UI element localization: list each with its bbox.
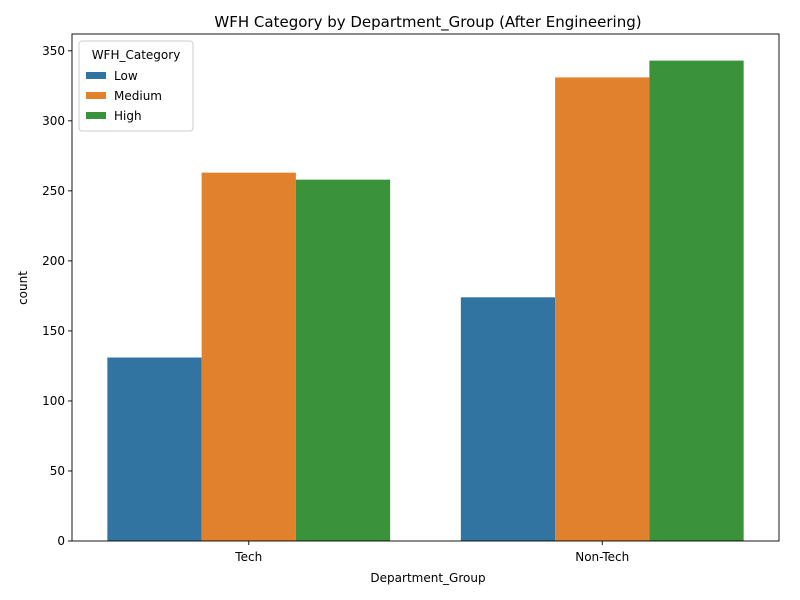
y-axis: 0 50 100 150 200 250 300 350: [42, 44, 72, 548]
y-tick-label: 150: [42, 324, 65, 338]
legend-swatch: [86, 112, 106, 119]
legend-label: High: [114, 109, 142, 123]
x-axis-label: Department_Group: [370, 571, 485, 585]
legend: WFH_Category Low Medium High: [78, 40, 194, 132]
bar-high-tech: [295, 179, 391, 541]
y-tick-label: 200: [42, 254, 65, 268]
y-tick-label: 100: [42, 394, 65, 408]
y-axis-label: count: [16, 271, 30, 305]
bar-medium-non-tech: [555, 77, 650, 542]
x-axis: Tech Non-Tech: [234, 541, 629, 564]
legend-frame: [78, 40, 194, 132]
chart-title: WFH Category by Department_Group (After …: [214, 13, 641, 32]
plot-frame: [71, 33, 780, 542]
y-tick-label: 350: [42, 44, 65, 58]
y-tick-label: 0: [57, 534, 65, 548]
legend-swatch: [86, 92, 106, 99]
legend-title: WFH_Category: [92, 48, 181, 62]
legend-swatch: [86, 72, 106, 79]
bar-high-non-tech: [649, 60, 744, 541]
x-tick-label: Tech: [234, 550, 262, 564]
bar-low-tech: [107, 357, 202, 541]
y-tick-label: 50: [50, 464, 65, 478]
bar-medium-tech: [201, 172, 296, 541]
legend-label: Medium: [114, 89, 162, 103]
y-tick-label: 300: [42, 114, 65, 128]
y-tick-label: 250: [42, 184, 65, 198]
bars: [107, 60, 744, 542]
legend-label: Low: [114, 69, 138, 83]
bar-low-non-tech: [460, 297, 556, 541]
x-tick-label: Non-Tech: [575, 550, 629, 564]
